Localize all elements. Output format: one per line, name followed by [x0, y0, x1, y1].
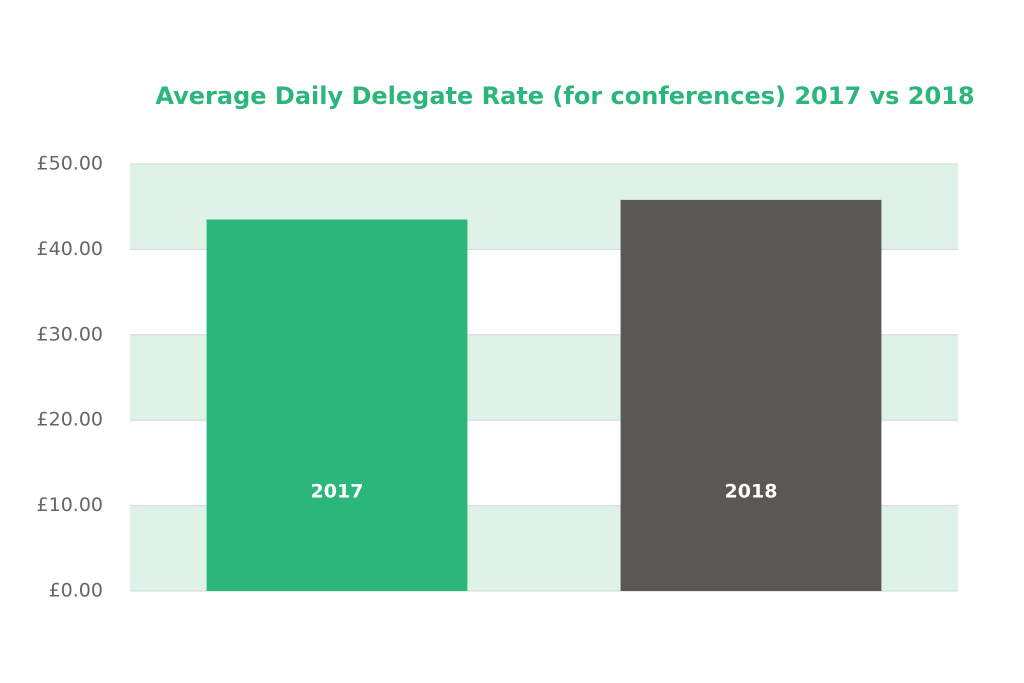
y-tick-label: £30.00: [37, 323, 103, 345]
chart-title: Average Daily Delegate Rate (for confere…: [155, 82, 974, 110]
category-label: 2017: [311, 481, 364, 503]
y-tick-label: £10.00: [37, 494, 103, 516]
y-tick-label: £20.00: [37, 409, 103, 431]
bar: [206, 219, 468, 591]
y-tick-label: £50.00: [37, 153, 103, 175]
y-tick-label: £40.00: [37, 238, 103, 260]
bar: [620, 199, 882, 592]
y-tick-label: £0.00: [49, 580, 103, 602]
category-label: 2018: [725, 481, 778, 503]
